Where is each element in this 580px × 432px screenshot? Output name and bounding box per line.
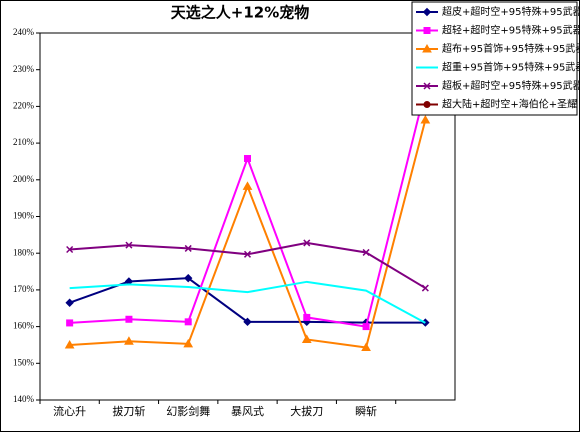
x-tick-label: 瞬斩 xyxy=(355,404,377,418)
marker xyxy=(65,298,74,307)
marker xyxy=(242,181,253,190)
legend-label: 超板+超时空+95特殊+95武器 xyxy=(442,79,580,92)
marker xyxy=(184,318,192,326)
marker xyxy=(423,101,431,108)
x-tick-label: 幻影剑舞 xyxy=(166,404,210,418)
y-tick-label: 160% xyxy=(13,321,35,331)
marker xyxy=(244,155,251,163)
marker xyxy=(124,336,134,345)
marker xyxy=(303,313,311,321)
x-tick-label: 拔刀斩 xyxy=(112,404,145,418)
chart-title: 天选之人+12%宠物 xyxy=(171,4,309,22)
marker xyxy=(422,43,432,53)
marker xyxy=(243,250,252,258)
marker xyxy=(125,315,133,323)
y-tick-label: 190% xyxy=(13,211,35,221)
legend-label: 超皮+超时空+95特殊+95武器 xyxy=(442,5,580,18)
y-tick-label: 230% xyxy=(13,64,35,74)
marker xyxy=(362,323,370,331)
marker xyxy=(66,319,74,327)
marker xyxy=(361,342,371,352)
marker xyxy=(243,317,252,327)
marker xyxy=(64,339,75,349)
marker xyxy=(301,334,312,343)
marker xyxy=(423,82,431,90)
marker xyxy=(423,27,431,34)
legend-label: 超轻+超时空+95特殊+95武器 xyxy=(442,24,580,37)
marker xyxy=(362,248,370,256)
y-tick-label: 200% xyxy=(13,174,35,184)
y-tick-label: 220% xyxy=(13,100,35,110)
legend-box xyxy=(411,1,578,116)
marker xyxy=(184,244,192,252)
legend-label: 超重+95首饰+95特殊+95武器 xyxy=(442,61,580,74)
line xyxy=(69,280,426,324)
y-tick-label: 140% xyxy=(13,394,35,404)
x-tick-label: 流心升 xyxy=(53,404,86,418)
x-tick-label: 大拔刀 xyxy=(290,404,323,418)
marker xyxy=(421,284,429,292)
marker xyxy=(66,245,74,254)
marker xyxy=(303,239,311,247)
y-tick-label: 150% xyxy=(13,357,35,367)
y-tick-label: 170% xyxy=(13,284,35,294)
y-tick-label: 240% xyxy=(13,27,35,37)
x-tick-label: 暴风式 xyxy=(231,405,264,418)
legend-label: 超布+95首饰+95特殊+95武器 xyxy=(442,42,580,55)
marker xyxy=(183,338,194,348)
marker xyxy=(422,7,432,17)
y-tick-label: 180% xyxy=(13,247,35,257)
legend-label: 超大陆+超时空+海伯伦+圣耀 xyxy=(442,98,577,111)
y-tick-label: 210% xyxy=(13,137,35,147)
marker xyxy=(184,273,193,283)
marker xyxy=(420,114,431,124)
marker xyxy=(125,241,133,249)
